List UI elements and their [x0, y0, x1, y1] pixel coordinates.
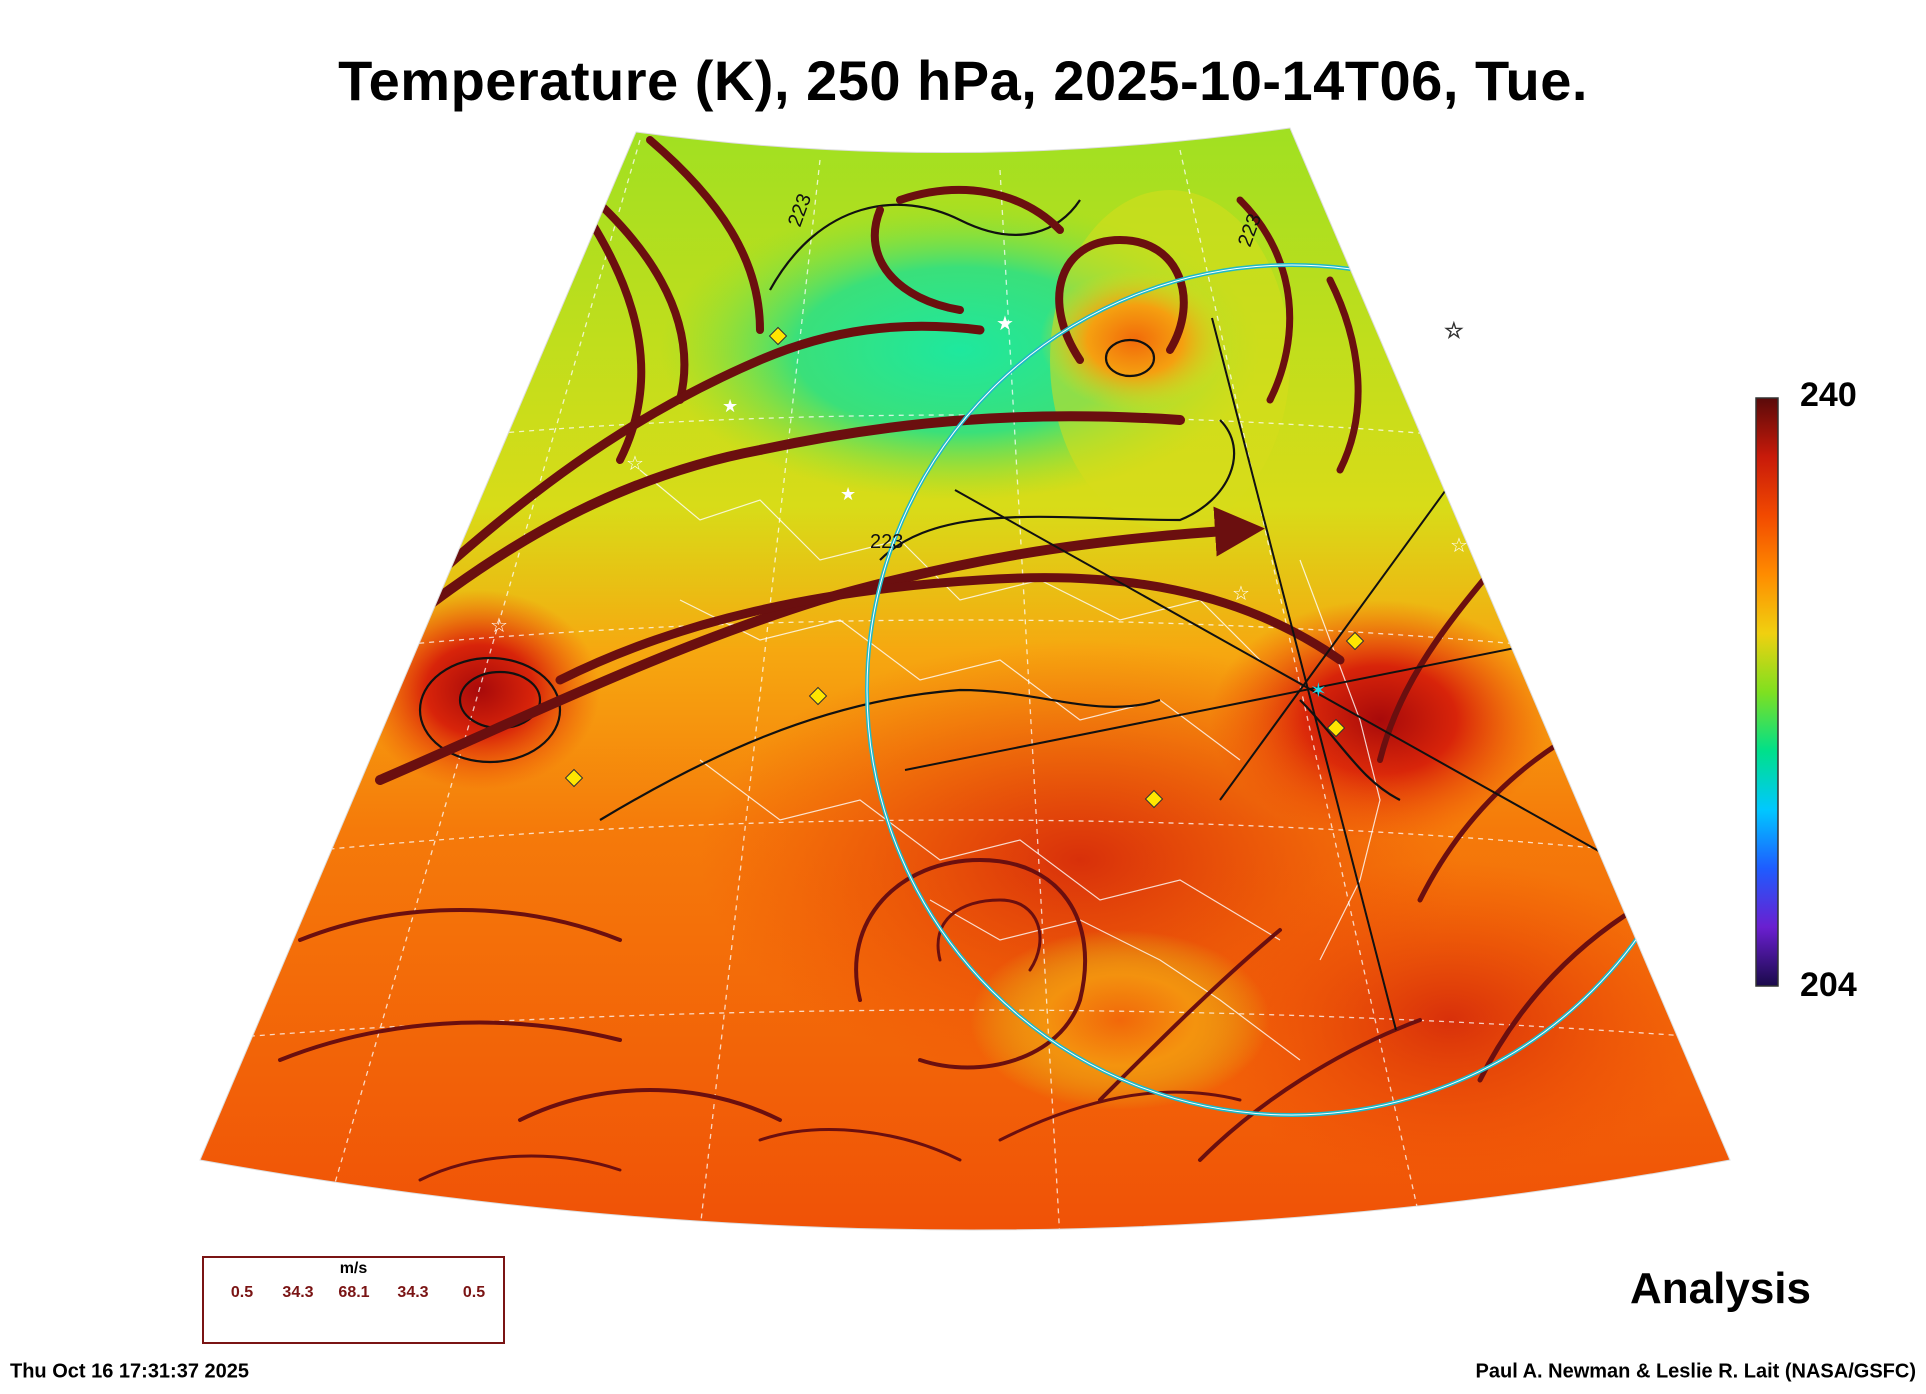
wind-streamlines — [278, 136, 1653, 1182]
svg-text:★: ★ — [996, 311, 1014, 335]
wind-legend-value: 68.1 — [338, 1284, 370, 1301]
chart-title: Temperature (K), 250 hPa, 2025-10-14T06,… — [338, 49, 1588, 112]
svg-text:☆: ☆ — [1232, 581, 1250, 605]
svg-text:★: ★ — [840, 484, 856, 505]
svg-text:☆: ☆ — [626, 451, 644, 475]
temperature-field: ★ ★ ☆ ★ ☆ ☆ ☆ ✶ 223 223 223 — [200, 128, 1730, 1230]
analysis-label: Analysis — [1630, 1264, 1811, 1313]
station-markers: ★ ★ ☆ ★ ☆ ☆ ☆ ✶ — [490, 311, 1468, 809]
svg-text:★: ★ — [722, 396, 738, 417]
wind-speed-legend: m/s 0.5 34.3 68.1 34.3 0.5 — [202, 1256, 505, 1344]
wind-legend-value: 0.5 — [230, 1284, 254, 1301]
station-star-icon: ☆ — [1444, 319, 1464, 344]
footer-timestamp: Thu Oct 16 17:31:37 2025 — [10, 1360, 250, 1383]
wind-legend-value: 0.5 — [462, 1284, 486, 1301]
colorbar — [1755, 397, 1779, 987]
wind-legend-unit: m/s — [339, 1260, 368, 1277]
colorbar-max-label: 240 — [1800, 376, 1857, 414]
svg-text:☆: ☆ — [1450, 533, 1468, 557]
svg-text:☆: ☆ — [490, 613, 508, 637]
footer-credit: Paul A. Newman & Leslie R. Lait (NASA/GS… — [1475, 1360, 1916, 1383]
map-outline — [199, 127, 1731, 1231]
wind-legend-value: 34.3 — [397, 1284, 429, 1301]
svg-text:✶: ✶ — [1310, 678, 1327, 702]
contour-label: 223 — [870, 531, 903, 553]
colorbar-min-label: 204 — [1800, 966, 1857, 1004]
wind-legend-value: 34.3 — [282, 1284, 314, 1301]
isotherm-contours — [418, 199, 1401, 821]
